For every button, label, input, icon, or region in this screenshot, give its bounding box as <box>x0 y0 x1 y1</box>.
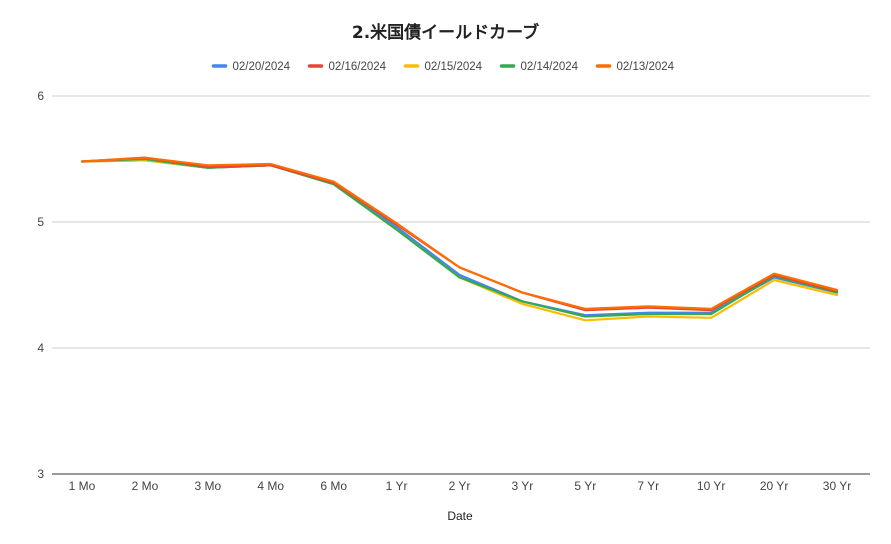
series-line <box>80 159 839 322</box>
series-line <box>80 156 839 312</box>
legend: 02/20/2024 02/16/2024 02/15/2024 02/14/2024… <box>211 61 675 73</box>
x-tick-label: 6 Mo <box>320 479 347 493</box>
y-axis-ticks: 3 4 5 6 <box>37 89 44 481</box>
legend-item: 02/15/2024 <box>403 61 483 73</box>
x-tick-label: 2 Mo <box>132 479 159 493</box>
series-line <box>80 159 839 317</box>
x-tick-label: 2 Yr <box>449 479 471 493</box>
series-line <box>80 157 839 318</box>
x-tick-label: 7 Yr <box>637 479 659 493</box>
series-line <box>80 156 839 310</box>
legend-item: 02/16/2024 <box>307 61 387 73</box>
gridlines <box>52 95 870 475</box>
legend-label: 02/15/2024 <box>425 61 483 73</box>
y-tick-label: 5 <box>37 215 44 229</box>
x-tick-label: 3 Mo <box>194 479 221 493</box>
x-tick-label: 3 Yr <box>512 479 534 493</box>
x-tick-label: 4 Mo <box>257 479 284 493</box>
y-tick-label: 3 <box>37 467 44 481</box>
legend-label: 02/13/2024 <box>617 61 675 73</box>
x-tick-label: 20 Yr <box>760 479 788 493</box>
series-lines <box>80 156 839 322</box>
x-tick-label: 1 Yr <box>386 479 408 493</box>
legend-item: 02/14/2024 <box>499 61 579 73</box>
x-tick-label: 5 Yr <box>574 479 596 493</box>
x-tick-label: 30 Yr <box>823 479 851 493</box>
legend-item: 02/13/2024 <box>595 61 675 73</box>
legend-label: 02/14/2024 <box>521 61 579 73</box>
x-axis-ticks: 1 Mo 2 Mo 3 Mo 4 Mo 6 Mo 1 Yr 2 Yr 3 Yr 5 Yr 7 Yr… <box>69 479 852 493</box>
x-tick-label: 1 Mo <box>69 479 96 493</box>
x-axis-label: Date <box>447 509 473 523</box>
legend-item: 02/20/2024 <box>211 61 291 73</box>
x-tick-label: 10 Yr <box>697 479 725 493</box>
y-tick-label: 4 <box>37 341 44 355</box>
chart-title: 2.米国債イールドカーブ <box>352 22 539 43</box>
y-tick-label: 6 <box>37 89 44 103</box>
legend-label: 02/20/2024 <box>233 61 291 73</box>
legend-label: 02/16/2024 <box>329 61 387 73</box>
